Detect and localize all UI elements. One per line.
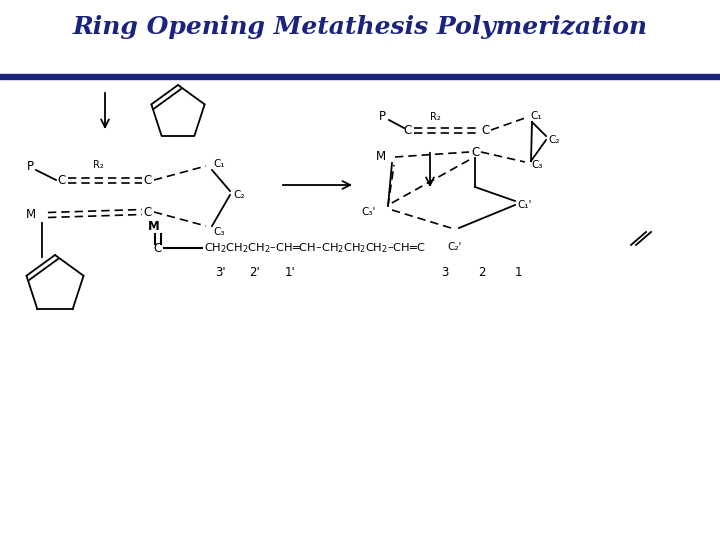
Text: C₃: C₃ [213,227,225,237]
Text: C₃': C₃' [361,207,376,217]
Text: C: C [154,241,162,254]
Text: C₂: C₂ [548,135,559,145]
Text: C₁: C₁ [213,159,225,169]
Text: M: M [148,219,160,233]
Text: M: M [376,151,386,164]
Text: 2: 2 [478,266,486,279]
Text: C: C [144,173,152,186]
Text: C: C [144,206,152,219]
Text: C: C [404,124,412,137]
Text: 1': 1' [284,266,295,279]
Text: P: P [27,159,34,172]
Text: R₂: R₂ [430,112,441,122]
Text: C₁': C₁' [517,200,531,210]
Text: P: P [379,111,385,124]
Text: C₁: C₁ [530,111,541,121]
Text: Ring Opening Metathesis Polymerization: Ring Opening Metathesis Polymerization [73,15,647,39]
Text: R₂: R₂ [93,160,104,170]
Text: C₂': C₂' [448,242,462,252]
Text: C₂: C₂ [233,190,245,200]
Text: 3': 3' [215,266,225,279]
Text: C: C [481,124,489,137]
Text: 3: 3 [441,266,449,279]
Text: M: M [26,208,36,221]
Text: 2': 2' [250,266,261,279]
Text: C: C [58,173,66,186]
Text: CH$_2$CH$_2$CH$_2$–CH═CH–CH$_2$CH$_2$CH$_2$–CH═C: CH$_2$CH$_2$CH$_2$–CH═CH–CH$_2$CH$_2$CH$… [204,241,426,255]
Text: C₃: C₃ [531,160,542,170]
Text: 1: 1 [514,266,522,279]
Text: C: C [471,145,479,159]
